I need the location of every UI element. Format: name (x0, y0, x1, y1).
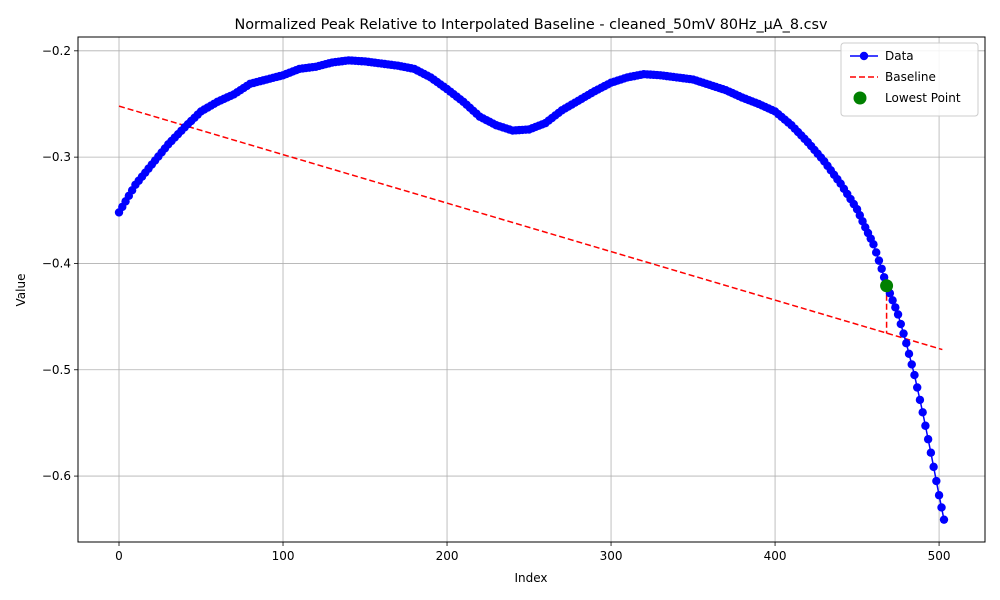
data-point (923, 435, 933, 444)
x-tick-label: 0 (115, 549, 123, 563)
x-tick-label: 500 (928, 549, 951, 563)
x-tick-label: 400 (764, 549, 787, 563)
data-point (939, 515, 949, 524)
x-tick-label: 300 (600, 549, 623, 563)
data-point (869, 240, 878, 249)
data-point (893, 310, 903, 319)
data-point (896, 319, 906, 329)
legend-box (840, 42, 979, 117)
data-point (872, 248, 881, 257)
data-point (877, 264, 886, 273)
data-point (921, 421, 930, 430)
data-point (910, 370, 919, 380)
data-point (874, 256, 884, 265)
chart-title: Normalized Peak Relative to Interpolated… (234, 17, 827, 33)
x-tick-label: 200 (436, 549, 459, 563)
data-point (902, 338, 911, 348)
y-tick-label: −0.6 (42, 469, 71, 483)
data-point (918, 408, 927, 417)
data-point (913, 383, 922, 392)
y-axis-label: Value (14, 274, 28, 307)
data-point (907, 360, 916, 369)
baseline-series-line (118, 105, 943, 351)
legend-label: Lowest Point (885, 91, 961, 105)
plot-area (114, 56, 949, 524)
data-point (937, 503, 946, 512)
legend: Data Baseline Lowest Point (840, 42, 979, 117)
y-tick-label: −0.3 (42, 150, 71, 164)
y-tick-label: −0.4 (42, 256, 71, 270)
data-point (891, 303, 900, 312)
y-tick-label: −0.5 (42, 363, 71, 377)
y-axis: −0.6 −0.5 −0.4 −0.3 −0.2 (42, 44, 78, 483)
y-tick-label: −0.2 (42, 44, 71, 58)
legend-label: Baseline (885, 70, 936, 84)
data-point (934, 491, 944, 500)
x-tick-label: 100 (272, 549, 295, 563)
data-point (904, 349, 914, 359)
legend-lowest-point-marker (853, 91, 867, 105)
grid (78, 37, 985, 542)
data-point (915, 395, 925, 405)
x-axis: 0 100 200 300 400 500 (115, 542, 951, 563)
data-point (932, 476, 941, 486)
axes-frame (77, 36, 986, 543)
lowest-point-marker (880, 279, 894, 293)
legend-label: Data (885, 49, 914, 63)
legend-data-marker (859, 51, 869, 61)
data-point (899, 329, 908, 338)
data-point (929, 462, 938, 472)
data-point (926, 448, 936, 457)
x-axis-label: Index (514, 571, 547, 585)
data-point (888, 296, 897, 305)
